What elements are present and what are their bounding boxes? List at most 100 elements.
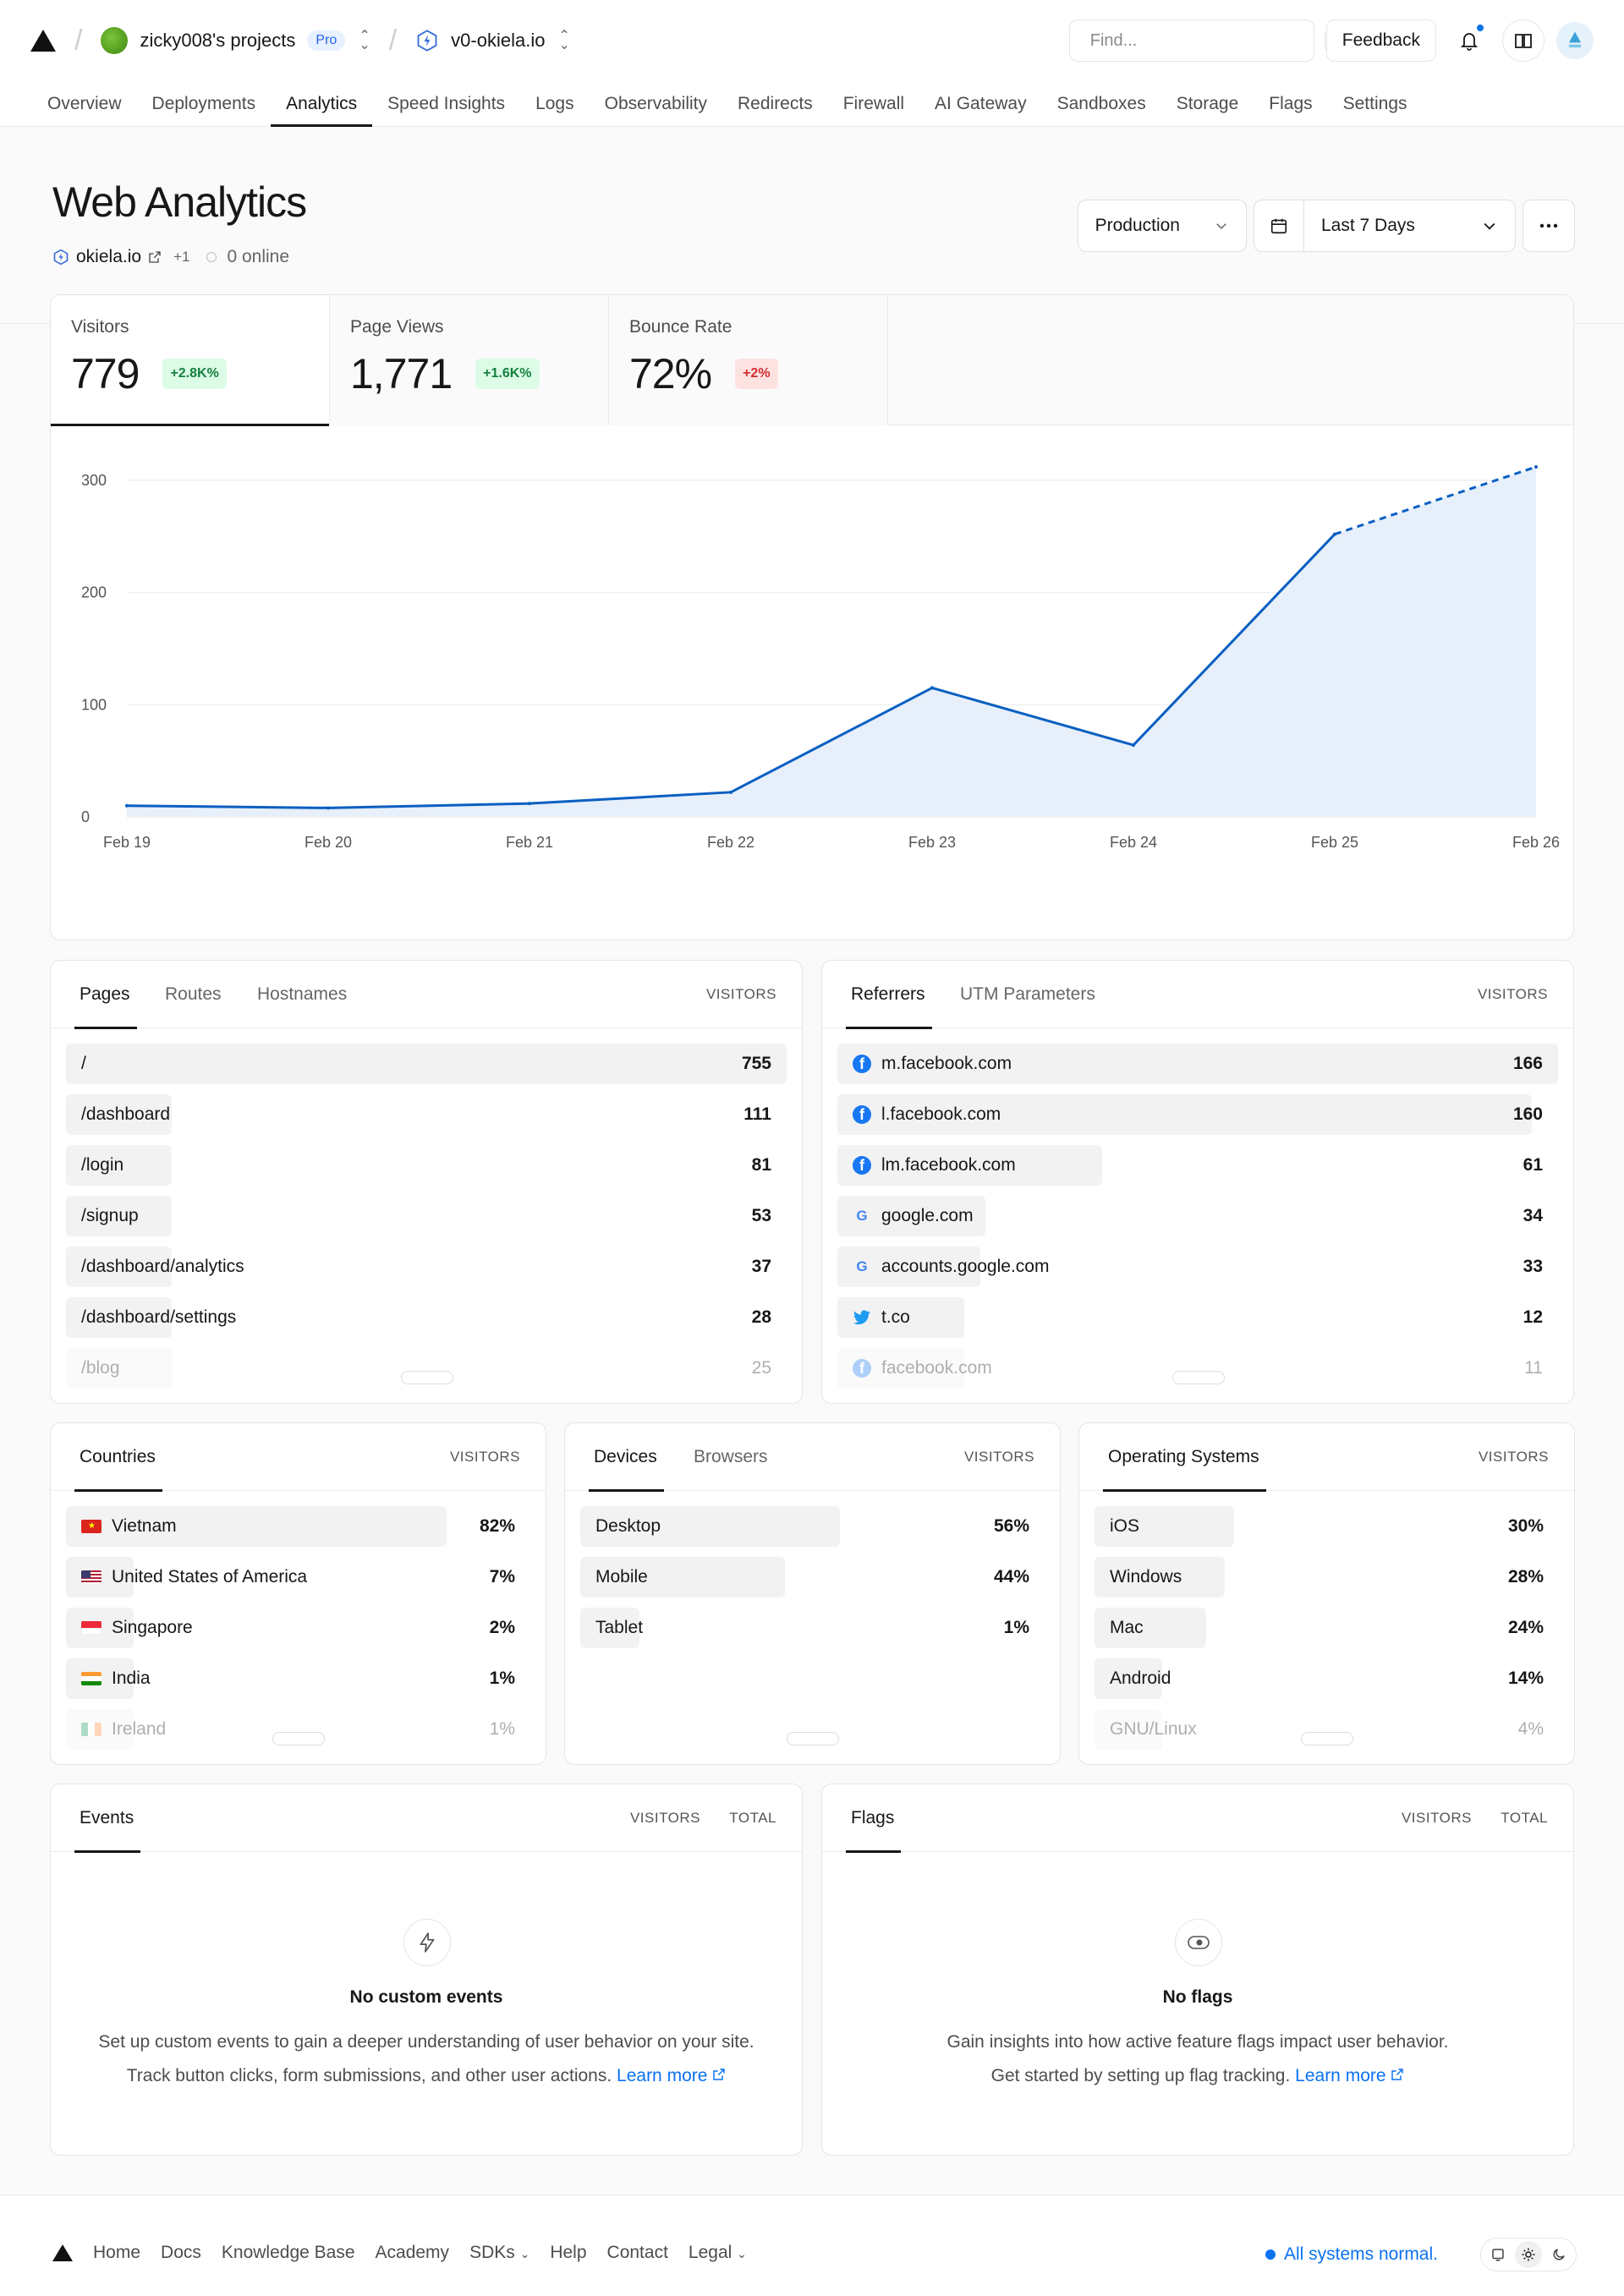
team-switcher-icon[interactable]: ⌃ ⌄ (359, 28, 370, 52)
scroll-indicator[interactable] (787, 1732, 839, 1745)
external-link-icon[interactable] (712, 2068, 726, 2081)
list-row[interactable]: Windows 28% (1095, 1557, 1559, 1597)
domain-link[interactable]: okiela.io (76, 247, 142, 266)
list-row[interactable]: /dashboard 111 (66, 1094, 787, 1135)
system-theme-icon[interactable] (1484, 2241, 1512, 2268)
scroll-indicator[interactable] (401, 1371, 453, 1384)
user-avatar[interactable] (1556, 22, 1594, 59)
date-range-select[interactable]: Last 7 Days (1304, 200, 1516, 252)
visitors-column-header[interactable]: VISITORS (449, 1449, 520, 1465)
scroll-indicator[interactable] (272, 1732, 325, 1745)
scroll-indicator[interactable] (1301, 1732, 1353, 1745)
more-options-button[interactable] (1522, 200, 1575, 252)
footer-link-sdks[interactable]: SDKs ⌄ (469, 2243, 529, 2263)
tab-flags-panel[interactable]: Flags (845, 1784, 902, 1853)
extra-domains-count[interactable]: +1 (173, 249, 190, 265)
footer-link-academy[interactable]: Academy (375, 2243, 450, 2262)
list-row[interactable]: Android 14% (1095, 1658, 1559, 1699)
scroll-indicator[interactable] (1172, 1371, 1225, 1384)
list-row[interactable]: / 755 (66, 1044, 787, 1084)
list-row[interactable]: Mobile 44% (580, 1557, 1045, 1597)
environment-select[interactable]: Production (1077, 200, 1247, 252)
tab-flags[interactable]: Flags (1269, 94, 1313, 113)
list-row[interactable]: India 1% (66, 1658, 530, 1699)
notifications-button[interactable] (1448, 19, 1490, 62)
light-theme-icon[interactable] (1515, 2241, 1542, 2268)
docs-button[interactable] (1502, 19, 1544, 62)
footer-link-home[interactable]: Home (93, 2243, 141, 2262)
footer-link-legal[interactable]: Legal ⌄ (689, 2243, 747, 2263)
metric-page-views[interactable]: Page Views 1,771 +1.6K% (330, 295, 609, 425)
list-row[interactable]: t.co 12 (837, 1297, 1558, 1338)
tab-observability[interactable]: Observability (604, 94, 707, 113)
list-row[interactable]: f facebook.com 11 (837, 1348, 1558, 1389)
metric-bounce-rate[interactable]: Bounce Rate 72% +2% (609, 295, 888, 425)
tab-events[interactable]: Events (74, 1784, 141, 1853)
tab-devices[interactable]: Devices (589, 1423, 664, 1492)
tab-operating-systems[interactable]: Operating Systems (1103, 1423, 1266, 1492)
list-row[interactable]: f m.facebook.com 166 (837, 1044, 1558, 1084)
visitors-column-header[interactable]: VISITORS (1478, 1449, 1549, 1465)
total-column-header[interactable]: TOTAL (1501, 1810, 1548, 1826)
tab-ai-gateway[interactable]: AI Gateway (935, 94, 1027, 113)
tab-speed-insights[interactable]: Speed Insights (387, 94, 506, 113)
list-row[interactable]: /login 81 (66, 1145, 787, 1186)
list-row[interactable]: f lm.facebook.com 61 (837, 1145, 1558, 1186)
list-row[interactable]: /dashboard/analytics 37 (66, 1247, 787, 1287)
tab-routes[interactable]: Routes (165, 984, 222, 1004)
external-link-icon[interactable] (1391, 2068, 1404, 2081)
visitors-column-header[interactable]: VISITORS (963, 1449, 1034, 1465)
visitors-column-header[interactable]: VISITORS (1477, 986, 1548, 1002)
tab-referrers[interactable]: Referrers (846, 961, 932, 1029)
vercel-logo-icon[interactable] (52, 2244, 73, 2261)
list-row[interactable]: /signup 53 (66, 1196, 787, 1236)
tab-logs[interactable]: Logs (535, 94, 574, 113)
tab-utm-parameters[interactable]: UTM Parameters (960, 984, 1095, 1004)
visitors-column-header[interactable]: VISITORS (629, 1810, 700, 1826)
tab-countries[interactable]: Countries (74, 1423, 162, 1492)
tab-overview[interactable]: Overview (47, 94, 122, 113)
list-row[interactable]: United States of America 7% (66, 1557, 530, 1597)
dark-theme-icon[interactable] (1545, 2241, 1572, 2268)
list-row[interactable]: Mac 24% (1095, 1608, 1559, 1648)
footer-link-docs[interactable]: Docs (161, 2243, 201, 2262)
tab-sandboxes[interactable]: Sandboxes (1056, 94, 1146, 113)
footer-link-help[interactable]: Help (550, 2243, 587, 2262)
tab-firewall[interactable]: Firewall (842, 94, 905, 113)
list-row[interactable]: /blog 25 (66, 1348, 787, 1389)
tab-hostnames[interactable]: Hostnames (257, 984, 348, 1004)
list-row[interactable]: GNU/Linux 4% (1095, 1709, 1559, 1750)
list-row[interactable]: Desktop 56% (580, 1506, 1045, 1547)
calendar-button[interactable] (1254, 200, 1304, 252)
tab-settings[interactable]: Settings (1342, 94, 1407, 113)
tab-analytics[interactable]: Analytics (271, 81, 373, 127)
tab-storage[interactable]: Storage (1176, 94, 1239, 113)
metric-visitors[interactable]: Visitors 779 +2.8K% (51, 295, 330, 426)
list-row[interactable]: Singapore 2% (66, 1608, 530, 1648)
tab-deployments[interactable]: Deployments (151, 94, 256, 113)
list-row[interactable]: f l.facebook.com 160 (837, 1094, 1558, 1135)
find-input[interactable] (1089, 30, 1314, 51)
project-name[interactable]: v0-okiela.io (451, 30, 546, 51)
tab-pages[interactable]: Pages (74, 961, 137, 1029)
footer-link-contact[interactable]: Contact (606, 2243, 668, 2262)
visitors-column-header[interactable]: VISITORS (705, 986, 776, 1002)
learn-more-link[interactable]: Learn more (1295, 2066, 1386, 2085)
list-row[interactable]: Tablet 1% (580, 1608, 1045, 1648)
learn-more-link[interactable]: Learn more (617, 2066, 708, 2085)
list-row[interactable]: iOS 30% (1095, 1506, 1559, 1547)
external-link-icon[interactable] (148, 250, 162, 264)
footer-link-knowledge-base[interactable]: Knowledge Base (221, 2243, 355, 2262)
system-status[interactable]: All systems normal. (1265, 2244, 1438, 2265)
find-box[interactable]: F (1068, 19, 1347, 62)
feedback-button[interactable]: Feedback (1325, 19, 1436, 62)
visitors-chart[interactable]: 0 100 200 300 Feb 19 Feb 20 Feb 21 Feb 22 Feb 23… (51, 426, 1574, 940)
list-row[interactable]: Ireland 1% (66, 1709, 530, 1750)
total-column-header[interactable]: TOTAL (729, 1810, 776, 1826)
project-switcher-icon[interactable]: ⌃ ⌄ (558, 28, 570, 52)
list-row[interactable]: ★ Vietnam 82% (66, 1506, 530, 1547)
list-row[interactable]: /dashboard/settings 28 (66, 1297, 787, 1338)
tab-browsers[interactable]: Browsers (694, 1447, 768, 1466)
